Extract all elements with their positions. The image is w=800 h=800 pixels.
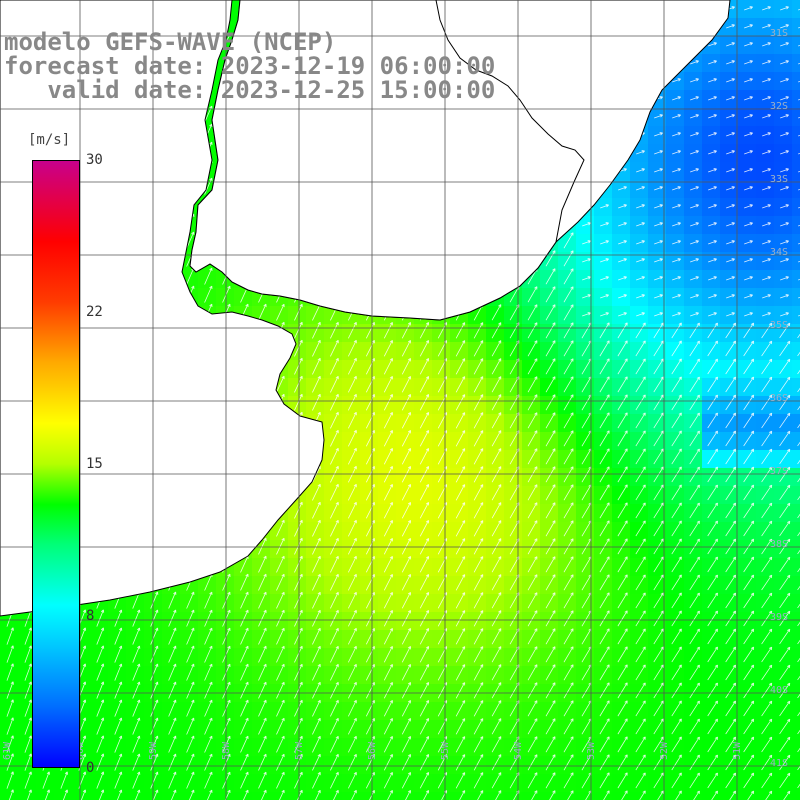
legend-tick-label: 8 [86, 608, 95, 624]
legend-tick-label: 0 [86, 760, 95, 776]
forecast-date: forecast date: 2023-12-19 06:00:00 [4, 52, 496, 80]
color-legend [32, 160, 80, 768]
grid-labels: 61W 60W 59W 58W 57W 56W 55W 54W 53W 52W 51W 31S 32S 3… [2, 28, 788, 769]
longitude-label: 53W [586, 741, 597, 760]
legend-tick-label: 30 [86, 152, 103, 168]
latitude-label: 41S [770, 758, 788, 769]
longitude-label: 61W [2, 741, 13, 760]
latitude-label: 39S [770, 612, 788, 623]
longitude-label: 52W [659, 741, 670, 760]
latitude-label: 31S [770, 28, 788, 39]
latitude-label: 34S [770, 247, 788, 258]
longitude-label: 54W [513, 741, 524, 760]
valid-date: valid date: 2023-12-25 15:00:00 [4, 76, 496, 104]
latitude-label: 36S [770, 393, 788, 404]
land-mask [0, 0, 731, 617]
longitude-label: 56W [367, 741, 378, 760]
model-name: modelo GEFS-WAVE (NCEP) [4, 28, 337, 56]
latitude-label: 32S [770, 101, 788, 112]
longitude-label: 58W [221, 741, 232, 760]
legend-tick-label: 15 [86, 456, 103, 472]
latitude-label: 40S [770, 685, 788, 696]
longitude-label: 57W [294, 741, 305, 760]
latitude-label: 33S [770, 174, 788, 185]
latitude-label: 37S [770, 466, 788, 477]
longitude-label: 55W [440, 741, 451, 760]
map-title: modelo GEFS-WAVE (NCEP) forecast date: 2… [4, 30, 495, 102]
argentina-landmass [0, 0, 325, 617]
longitude-label: 59W [148, 741, 159, 760]
latitude-label: 35S [770, 320, 788, 331]
latitude-label: 38S [770, 539, 788, 550]
uruguay-landmass [189, 0, 585, 321]
legend-tick-label: 22 [86, 304, 103, 320]
legend-unit: [m/s] [28, 132, 71, 148]
longitude-label: 51W [732, 741, 743, 760]
longitude-label: 60W [75, 741, 86, 760]
